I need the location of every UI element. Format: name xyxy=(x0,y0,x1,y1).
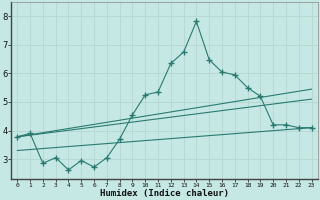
X-axis label: Humidex (Indice chaleur): Humidex (Indice chaleur) xyxy=(100,189,229,198)
